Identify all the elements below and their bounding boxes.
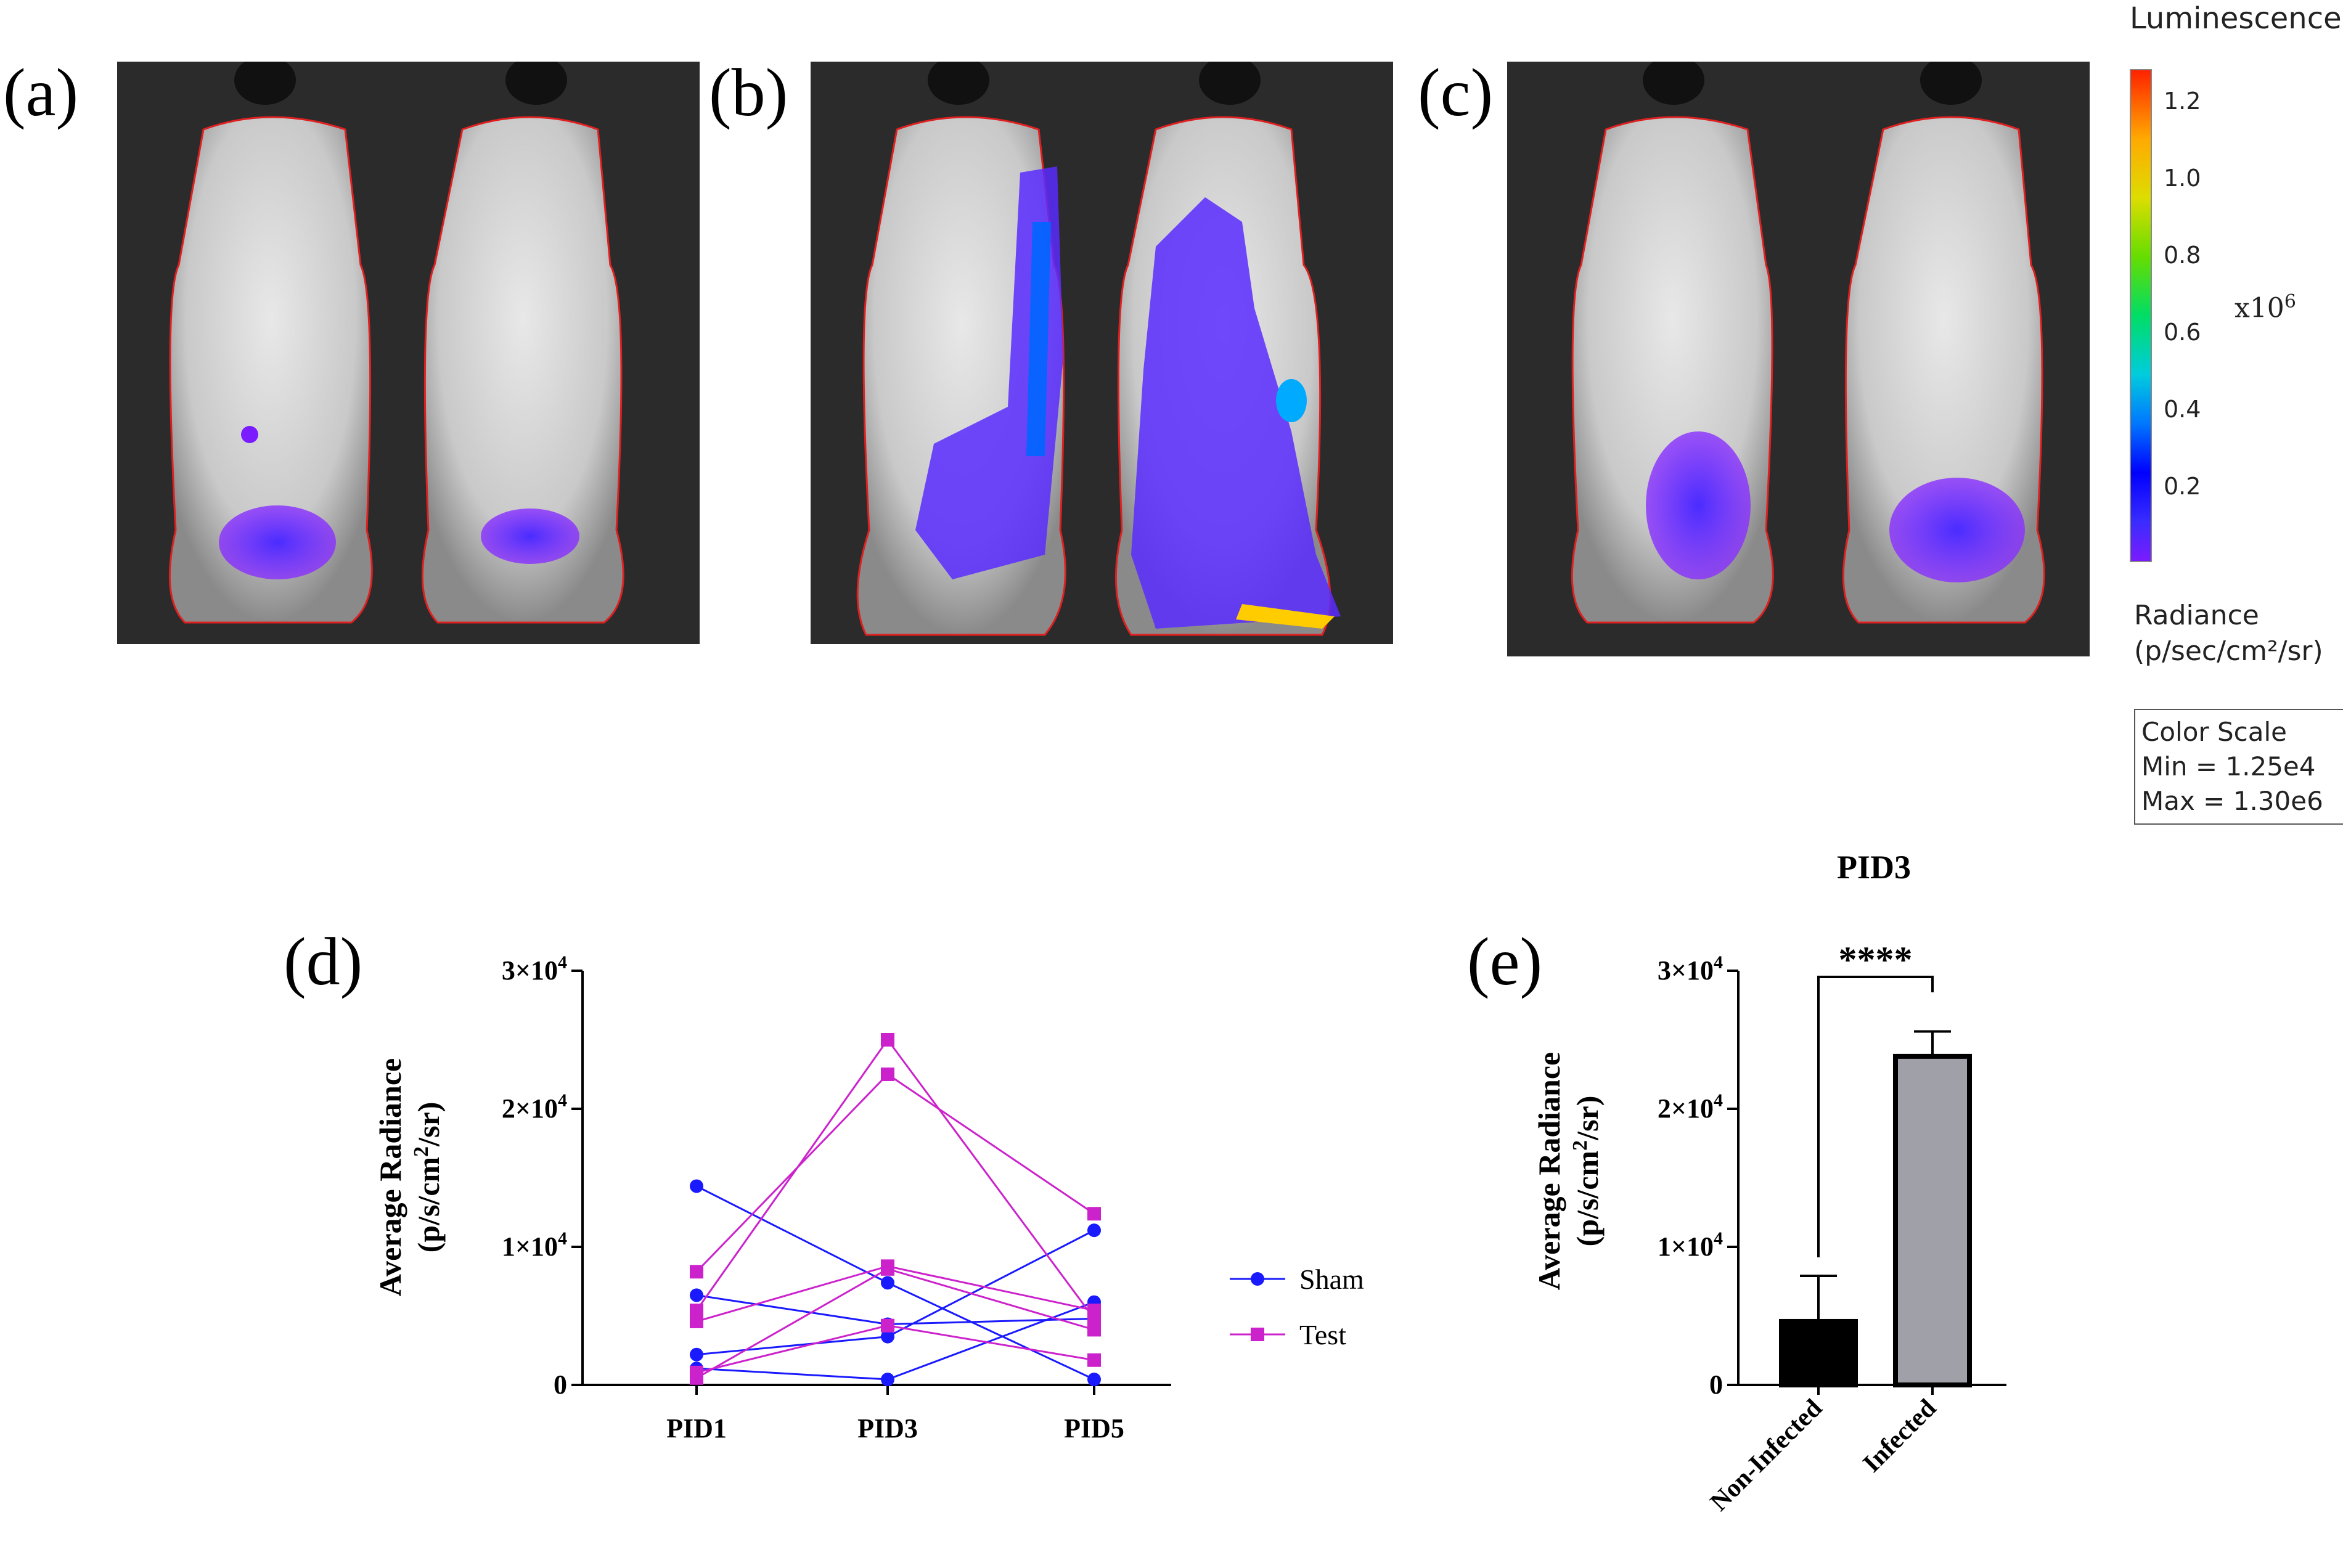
data-point-test [1087, 1207, 1101, 1221]
radiance-unit-label: Radiance (p/sec/cm²/sr) [2134, 600, 2323, 667]
data-point-sham [690, 1179, 703, 1193]
series-line-test [696, 1265, 1095, 1323]
y-tick-label: 0 [554, 1370, 567, 1400]
mouse-body-right [421, 116, 624, 624]
signal-region [219, 505, 336, 579]
scale-tick: 0.6 [2164, 319, 2201, 346]
data-point-sham [881, 1276, 894, 1290]
data-point-sham [690, 1347, 703, 1362]
bar-non-infected [1779, 1318, 1858, 1388]
series-line-sham [696, 1229, 1095, 1356]
data-point-test [1087, 1353, 1101, 1367]
y-tick-label: 3×104 [1658, 952, 1723, 986]
panel-label-b: (b) [709, 55, 788, 130]
y-axis-label-line1: Average Radiance [1532, 1052, 1566, 1290]
data-point-test [881, 1068, 894, 1081]
data-point-test [881, 1033, 894, 1047]
data-point-test [881, 1262, 894, 1276]
data-point-sham [690, 1288, 703, 1302]
legend-label-test: Test [1299, 1319, 1346, 1350]
legend-label-sham: Sham [1299, 1264, 1364, 1295]
y-tick-label: 2×104 [502, 1090, 567, 1124]
legend-marker-test [1251, 1328, 1264, 1341]
x-tick-label: Infected [1858, 1394, 1942, 1478]
panel-label-a: (a) [3, 55, 79, 130]
panel-label-c: (c) [1418, 55, 1494, 130]
scale-tick: 0.8 [2164, 242, 2201, 269]
series-line-sham [696, 1301, 1095, 1381]
data-point-test [881, 1318, 894, 1333]
image-panel-b [811, 62, 1393, 644]
line-chart-d: 0 1×104 2×104 3×104 PID1 PID3 PID5 Average Radi… [373, 952, 1364, 1443]
significance-stars: **** [1839, 939, 1913, 980]
data-point-test [690, 1304, 703, 1318]
data-point-sham [881, 1329, 894, 1344]
scale-tick: 0.4 [2164, 396, 2201, 423]
x-tick-label: PID5 [1064, 1413, 1124, 1443]
panel-label-e: (e) [1467, 924, 1543, 999]
data-point-sham [881, 1373, 894, 1387]
x-tick-label: PID1 [666, 1413, 727, 1443]
data-point-test [690, 1365, 703, 1379]
panel-label-d: (d) [284, 924, 363, 999]
x-tick-label: Non-Infected [1705, 1394, 1828, 1517]
data-point-test [1087, 1304, 1101, 1318]
y-axis-label-line2: (p/s/cm2/sr) [410, 1102, 446, 1253]
data-point-test [690, 1265, 703, 1279]
image-panel-a [117, 62, 700, 644]
bar-infected [1893, 1053, 1972, 1387]
y-tick-label: 0 [1709, 1370, 1723, 1400]
signal-region [481, 508, 579, 564]
significance-bracket [1817, 976, 1934, 1258]
image-panel-c [1507, 62, 2090, 656]
y-tick-label: 3×104 [502, 952, 567, 986]
y-tick-label: 1×104 [502, 1228, 567, 1262]
scale-multiplier: x106 [2235, 291, 2296, 324]
scale-tick: 0.2 [2164, 473, 2201, 500]
data-point-test [1087, 1323, 1101, 1337]
mouse-body-left [168, 116, 373, 624]
legend-marker-sham [1251, 1272, 1264, 1286]
series-line-sham [696, 1294, 1095, 1325]
data-point-test [690, 1314, 703, 1328]
scale-tick: 1.0 [2164, 165, 2201, 192]
chart-title: PID3 [1837, 849, 1911, 886]
y-axis-label-line2: (p/s/cm2/sr) [1569, 1096, 1605, 1247]
legend-title: Luminescence [2130, 1, 2342, 36]
data-point-sham [1087, 1223, 1101, 1238]
data-point-sham [1087, 1373, 1101, 1387]
y-tick-label: 2×104 [1658, 1090, 1723, 1124]
y-axis-label-line1: Average Radiance [373, 1058, 407, 1296]
series-line-test [695, 1038, 1095, 1320]
y-axis-label: Average Radiance (p/s/cm2/sr) [373, 1058, 446, 1296]
y-tick-label: 1×104 [1658, 1228, 1723, 1262]
x-tick-label: PID3 [857, 1413, 918, 1443]
y-axis-label: Average Radiance (p/s/cm2/sr) [1532, 1052, 1605, 1290]
bar-chart-e: PID3 0 1×104 2×104 3×104 Average Radiance (p/s… [1532, 849, 2006, 1517]
color-scale-bar [2130, 69, 2152, 562]
series-line-test [695, 1073, 1095, 1273]
color-scale-box: Color Scale Min = 1.25e4 Max = 1.30e6 [2134, 709, 2343, 825]
scale-tick: 1.2 [2164, 88, 2201, 115]
